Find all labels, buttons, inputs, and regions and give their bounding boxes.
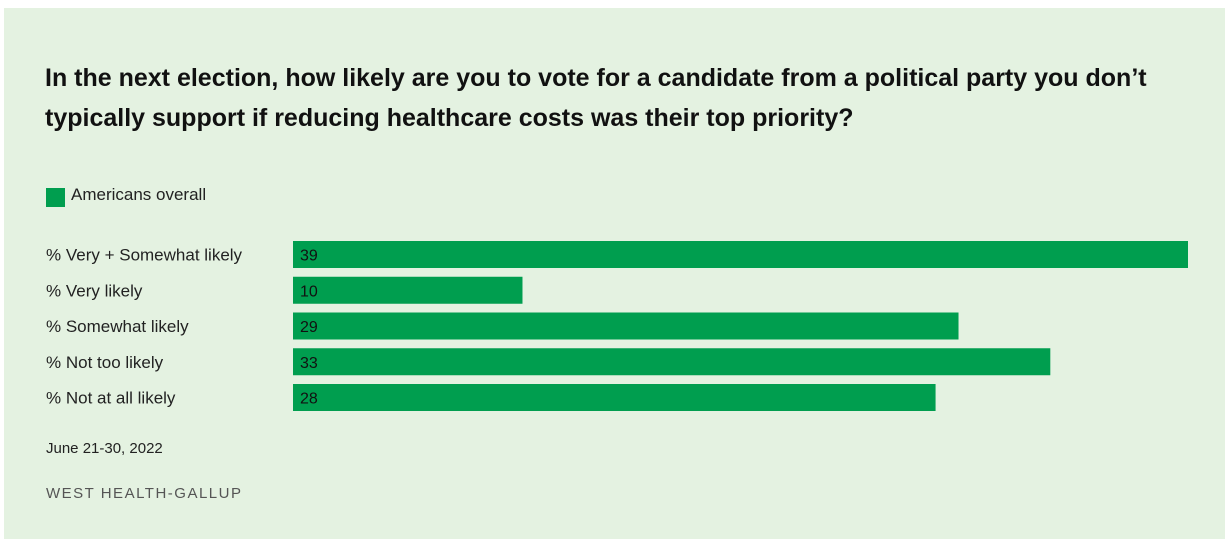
bar-value-label: 39	[300, 248, 318, 265]
legend-label: Americans overall	[71, 185, 207, 204]
legend-swatch	[46, 188, 65, 207]
category-label: % Not at all likely	[46, 389, 176, 408]
category-label: % Somewhat likely	[46, 317, 189, 336]
bar-chart: % Very + Somewhat likely 39 % Very likely 1…	[46, 241, 1188, 411]
chart-title: In the next election, how likely are you…	[45, 64, 1147, 132]
bar	[293, 384, 936, 411]
bar-value-label: 10	[300, 283, 318, 300]
source-label: WEST HEALTH-GALLUP	[46, 485, 243, 502]
survey-date: June 21-30, 2022	[46, 440, 163, 457]
legend: Americans overall	[46, 184, 207, 207]
category-label: % Very + Somewhat likely	[46, 246, 243, 265]
bar	[293, 241, 1188, 268]
bar	[293, 348, 1051, 376]
category-label: % Not too likely	[46, 353, 164, 372]
bar-value-label: 28	[300, 391, 318, 408]
bar	[293, 312, 959, 340]
bar-value-label: 29	[300, 319, 318, 336]
bar-value-label: 33	[300, 355, 318, 372]
category-label: % Very likely	[46, 281, 143, 300]
bar	[293, 276, 523, 304]
chart-panel: In the next election, how likely are you…	[4, 8, 1225, 539]
